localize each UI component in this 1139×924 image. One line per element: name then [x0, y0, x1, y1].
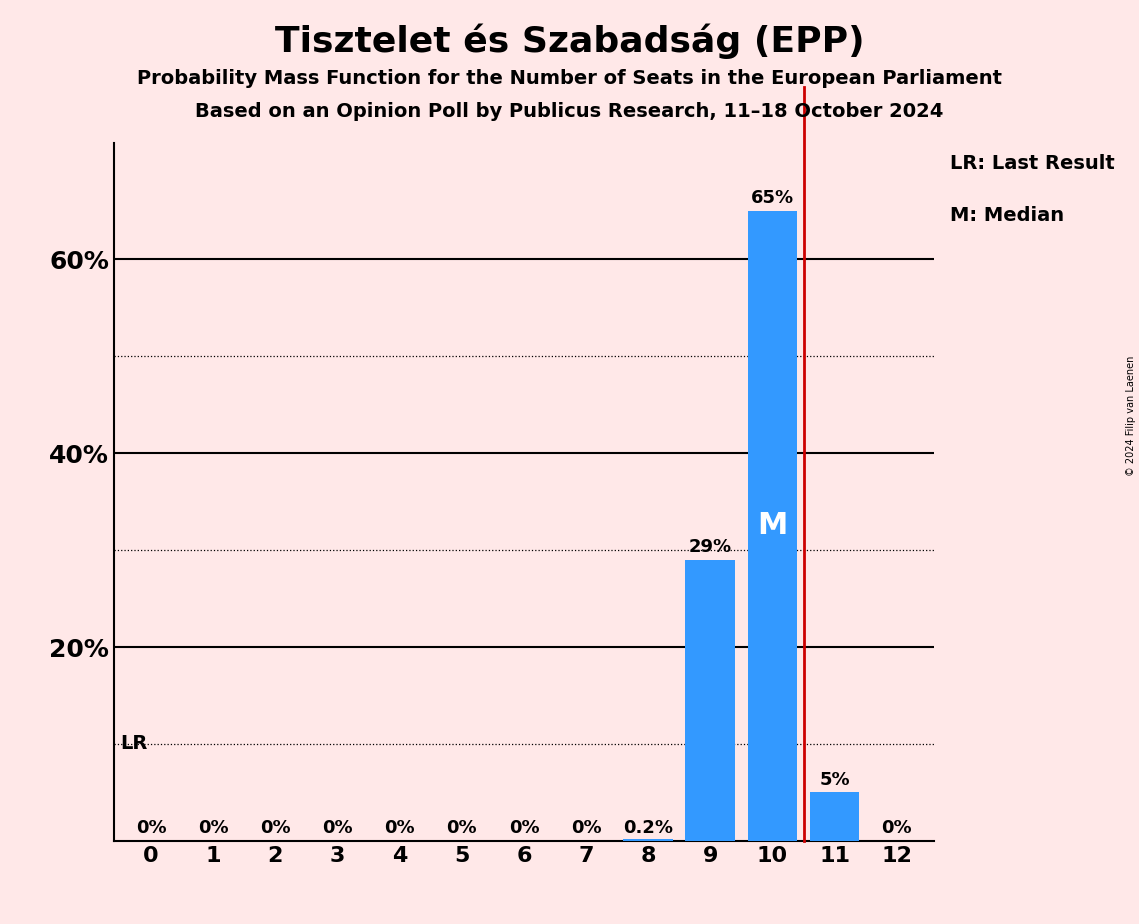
Text: 0%: 0%: [136, 819, 166, 837]
Text: 0%: 0%: [384, 819, 415, 837]
Text: 0%: 0%: [509, 819, 539, 837]
Text: M: Median: M: Median: [950, 206, 1065, 225]
Text: Tisztelet és Szabadság (EPP): Tisztelet és Szabadság (EPP): [274, 23, 865, 58]
Text: Probability Mass Function for the Number of Seats in the European Parliament: Probability Mass Function for the Number…: [137, 69, 1002, 89]
Text: 0%: 0%: [198, 819, 229, 837]
Text: 0%: 0%: [882, 819, 912, 837]
Text: 0%: 0%: [571, 819, 601, 837]
Text: 5%: 5%: [819, 771, 850, 788]
Text: 0%: 0%: [446, 819, 477, 837]
Text: © 2024 Filip van Laenen: © 2024 Filip van Laenen: [1126, 356, 1136, 476]
Text: 65%: 65%: [751, 189, 794, 207]
Bar: [686, 560, 735, 841]
Text: LR: Last Result: LR: Last Result: [950, 153, 1115, 173]
Bar: [623, 839, 673, 841]
Text: 0%: 0%: [260, 819, 290, 837]
Bar: [747, 211, 797, 841]
Text: 29%: 29%: [689, 538, 732, 556]
Text: 0%: 0%: [322, 819, 353, 837]
Text: 0.2%: 0.2%: [623, 819, 673, 837]
Bar: [810, 793, 860, 841]
Text: Based on an Opinion Poll by Publicus Research, 11–18 October 2024: Based on an Opinion Poll by Publicus Res…: [195, 102, 944, 121]
Text: M: M: [757, 512, 788, 541]
Text: LR: LR: [120, 735, 147, 753]
